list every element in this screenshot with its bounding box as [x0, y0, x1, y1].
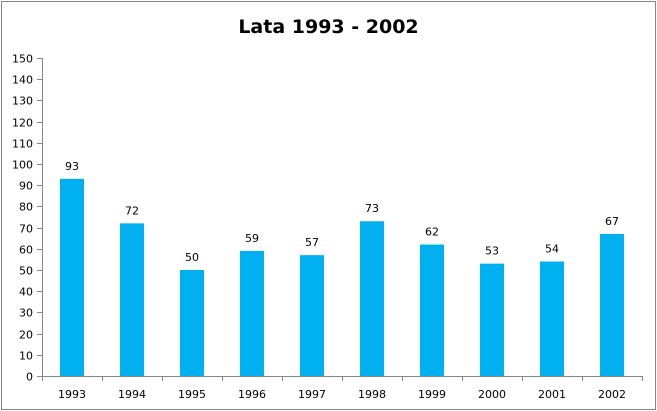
x-tick-label: 2001 [538, 388, 566, 401]
x-tick-label: 2000 [478, 388, 506, 401]
y-tick-label: 140 [12, 74, 33, 87]
y-tick-label: 90 [19, 180, 33, 193]
data-label-1999: 62 [425, 226, 439, 239]
y-tick-label: 0 [26, 371, 33, 384]
x-tick-label: 1998 [358, 388, 386, 401]
x-tick-label: 1993 [58, 388, 86, 401]
x-tick-label: 1999 [418, 388, 446, 401]
y-tick-label: 40 [19, 286, 33, 299]
data-label-2000: 53 [485, 245, 499, 258]
data-label-1996: 59 [245, 232, 259, 245]
bar-1999 [420, 244, 444, 376]
y-tick-label: 70 [19, 223, 33, 236]
bar-1993 [60, 178, 84, 376]
x-tick-label: 2002 [598, 388, 626, 401]
data-label-2001: 54 [545, 243, 559, 256]
chart-title: Lata 1993 - 2002 [238, 16, 419, 38]
y-tick-label: 130 [12, 95, 33, 108]
y-tick-label: 60 [19, 244, 33, 257]
y-tick-label: 50 [19, 265, 33, 278]
x-tick-label: 1994 [118, 388, 146, 401]
y-tick-label: 110 [12, 138, 33, 151]
data-label-2002: 67 [605, 215, 619, 228]
data-label-1993: 93 [65, 160, 79, 173]
bar-1996 [240, 250, 264, 376]
bar-1998 [360, 221, 384, 376]
y-tick-label: 20 [19, 329, 33, 342]
x-tick-label: 1996 [238, 388, 266, 401]
data-label-1994: 72 [125, 204, 139, 217]
y-tick-label: 100 [12, 159, 33, 172]
y-tick-label: 10 [19, 350, 33, 363]
y-tick-label: 150 [12, 53, 33, 66]
y-tick-label: 80 [19, 201, 33, 214]
data-label-1995: 50 [185, 251, 199, 264]
bar-2001 [540, 261, 564, 376]
bar-2000 [480, 263, 504, 376]
y-tick-label: 120 [12, 117, 33, 130]
data-label-1998: 73 [365, 202, 379, 215]
bar-1994 [120, 223, 144, 376]
y-tick-label: 30 [19, 307, 33, 320]
data-label-1997: 57 [305, 236, 319, 249]
bar-1997 [300, 255, 324, 376]
x-tick-label: 1997 [298, 388, 326, 401]
bar-1995 [180, 270, 204, 376]
x-tick-label: 1995 [178, 388, 206, 401]
bar-2002 [600, 233, 624, 376]
